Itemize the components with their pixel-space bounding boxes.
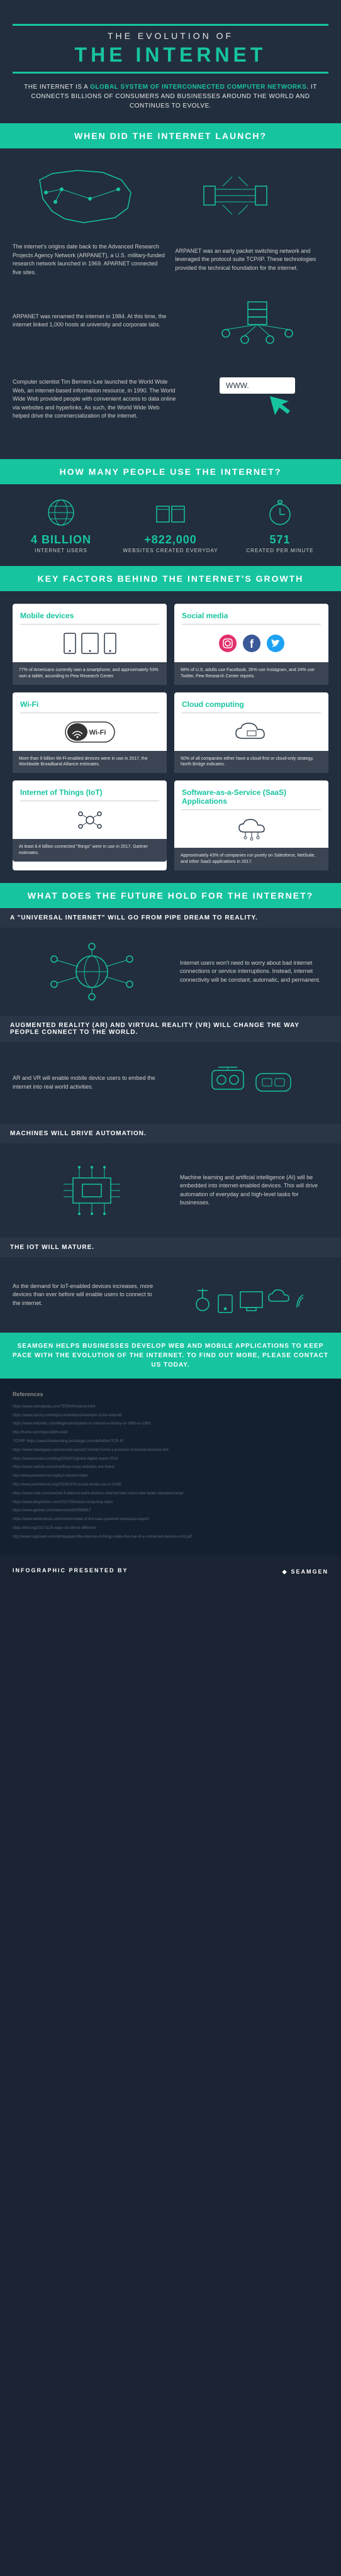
logo-icon: ◆	[282, 1568, 288, 1575]
accent-bar	[13, 24, 328, 26]
factor-social: Social media f 68% of U.S. adults use Fa…	[174, 604, 328, 685]
references-section: References https://www.webopedia.com/TER…	[0, 1379, 341, 1555]
social-icons: f	[182, 631, 321, 656]
factor-iot: Internet of Things (IoT) At least 8.4 bi…	[13, 780, 167, 870]
future-sub-3: MACHINES WILL DRIVE AUTOMATION.	[0, 1124, 341, 1143]
wifi-icon: Wi-Fi	[20, 719, 159, 745]
reference-item: http://www.pewinternet.org/2018/03/01/so…	[13, 1482, 328, 1489]
stopwatch-icon	[225, 497, 335, 528]
cloud-icon	[182, 719, 321, 745]
global-network-icon	[13, 940, 170, 1003]
reference-item: https://www.history.com/topics/invention…	[13, 1413, 328, 1419]
launch-banner: WHEN DID THE INTERNET LAUNCH?	[0, 123, 341, 148]
usage-banner: HOW MANY PEOPLE USE THE INTERNET?	[0, 459, 341, 484]
stat-perminute: 571 CREATED PER MINUTE	[225, 497, 335, 553]
footer-label: INFOGRAPHIC PRESENTED BY	[13, 1567, 128, 1574]
device-icons	[20, 631, 159, 656]
reference-item: https://www.bettercloud.com/monitor/stat…	[13, 1516, 328, 1523]
reference-item: TCP/IP: https://searchnetworking.techtar…	[13, 1438, 328, 1445]
browser-cursor-icon: WWW.	[186, 365, 328, 434]
future-item: As the demand for IoT-enabled devices in…	[0, 1257, 341, 1333]
arvr-icon	[170, 1055, 328, 1111]
footer: INFOGRAPHIC PRESENTED BY ◆ SEAMGEN	[0, 1555, 341, 1585]
reference-item: https://www.gartner.com/newsroom/id/3598…	[13, 1507, 328, 1514]
reference-item: http://www.cognixant.com/whitepapers/the…	[13, 1534, 328, 1541]
factor-mobile: Mobile devices 77% of Americans currentl…	[13, 604, 167, 685]
svg-text:f: f	[250, 638, 254, 650]
references-list: https://www.webopedia.com/TERM/I/Interne…	[13, 1404, 328, 1541]
svg-text:WWW.: WWW.	[226, 381, 249, 390]
brand-logo: ◆ SEAMGEN	[282, 1565, 328, 1575]
reference-item: http://home.cern/topics/birth-web	[13, 1430, 328, 1436]
cta-banner: SEAMGEN HELPS BUSINESSES DEVELOP WEB AND…	[0, 1333, 341, 1379]
factor-saas: Software-as-a-Service (SaaS) Application…	[174, 780, 328, 870]
saas-icon	[182, 816, 321, 841]
factor-cloud: Cloud computing 50% of all companies eit…	[174, 692, 328, 774]
timeline-texts: The internet's origins date back to the …	[13, 243, 328, 277]
reference-item: https://wearesocial.com/blog/2018/01/glo…	[13, 1456, 328, 1463]
future-sub-2: AUGMENTED REALITY (AR) AND VIRTUAL REALI…	[0, 1016, 341, 1042]
reference-item: https://www.howtogeek.com/second-launch7…	[13, 1447, 328, 1454]
infographic-root: THE EVOLUTION OF THE INTERNET THE INTERN…	[0, 0, 341, 1585]
subtitle: THE INTERNET IS A GLOBAL SYSTEM OF INTER…	[13, 82, 328, 111]
svg-text:Wi-Fi: Wi-Fi	[89, 729, 106, 736]
reference-item: https://www.webopedia.com/TERM/I/Interne…	[13, 1404, 328, 1411]
main-title: THE INTERNET	[13, 43, 328, 67]
network-icon	[164, 167, 306, 224]
future-item: AR and VR will enable mobile device user…	[0, 1042, 341, 1124]
launch-content: The internet's origins date back to the …	[0, 148, 341, 459]
stat-users: 4 BILLION INTERNET USERS	[6, 497, 116, 553]
reference-item: https://www.statista.com/chart/how-many-…	[13, 1464, 328, 1471]
reference-item: https://www.mitchellc.com/blog/main/arpa…	[13, 1421, 328, 1428]
reference-item: http://www.pewinternet.org/fact-sheet/mo…	[13, 1473, 328, 1480]
future-sub-1: A "UNIVERSAL INTERNET" WILL GO FROM PIPE…	[0, 908, 341, 928]
chip-icon	[13, 1156, 170, 1225]
timeline-item: Computer scientist Tim Berners-Lee launc…	[13, 365, 328, 434]
future-item: Machine learning and artificial intellig…	[0, 1143, 341, 1238]
reference-item: https://hbr.org/2017/11/5-ways-iot-will-…	[13, 1525, 328, 1532]
usa-map-icon	[13, 161, 155, 230]
factors-banner: KEY FACTORS BEHIND THE INTERNET'S GROWTH	[0, 566, 341, 591]
future-sub-4: THE IOT WILL MATURE.	[0, 1238, 341, 1257]
future-banner: WHAT DOES THE FUTURE HOLD FOR THE INTERN…	[0, 883, 341, 908]
header-section: THE EVOLUTION OF THE INTERNET THE INTERN…	[0, 0, 341, 123]
stats-row: 4 BILLION INTERNET USERS +822,000 WEBSIT…	[0, 484, 341, 566]
future-item: Internet users won't need to worry about…	[0, 928, 341, 1016]
factors-grid: Mobile devices 77% of Americans currentl…	[0, 591, 341, 883]
timeline-item: ARPANET was renamed the internet in 1984…	[13, 289, 328, 352]
reference-item: https://www.blogchotec.com/2017/05/cloud…	[13, 1499, 328, 1506]
server-icon	[186, 289, 328, 352]
iot-icon	[20, 808, 159, 833]
iot-devices-icon	[170, 1270, 328, 1320]
pretitle: THE EVOLUTION OF	[13, 31, 328, 41]
accent-bar	[13, 72, 328, 74]
factor-wifi: Wi-Fi Wi-Fi More than 9 billion Wi-Fi-en…	[13, 692, 167, 774]
websites-icon	[116, 497, 225, 528]
timeline-item	[13, 161, 328, 230]
stat-websites: +822,000 WEBSITES CREATED EVERYDAY	[116, 497, 225, 553]
globe-icon	[6, 497, 116, 528]
reference-item: https://www.cnet.com/news/wi-fi-alliance…	[13, 1491, 328, 1497]
